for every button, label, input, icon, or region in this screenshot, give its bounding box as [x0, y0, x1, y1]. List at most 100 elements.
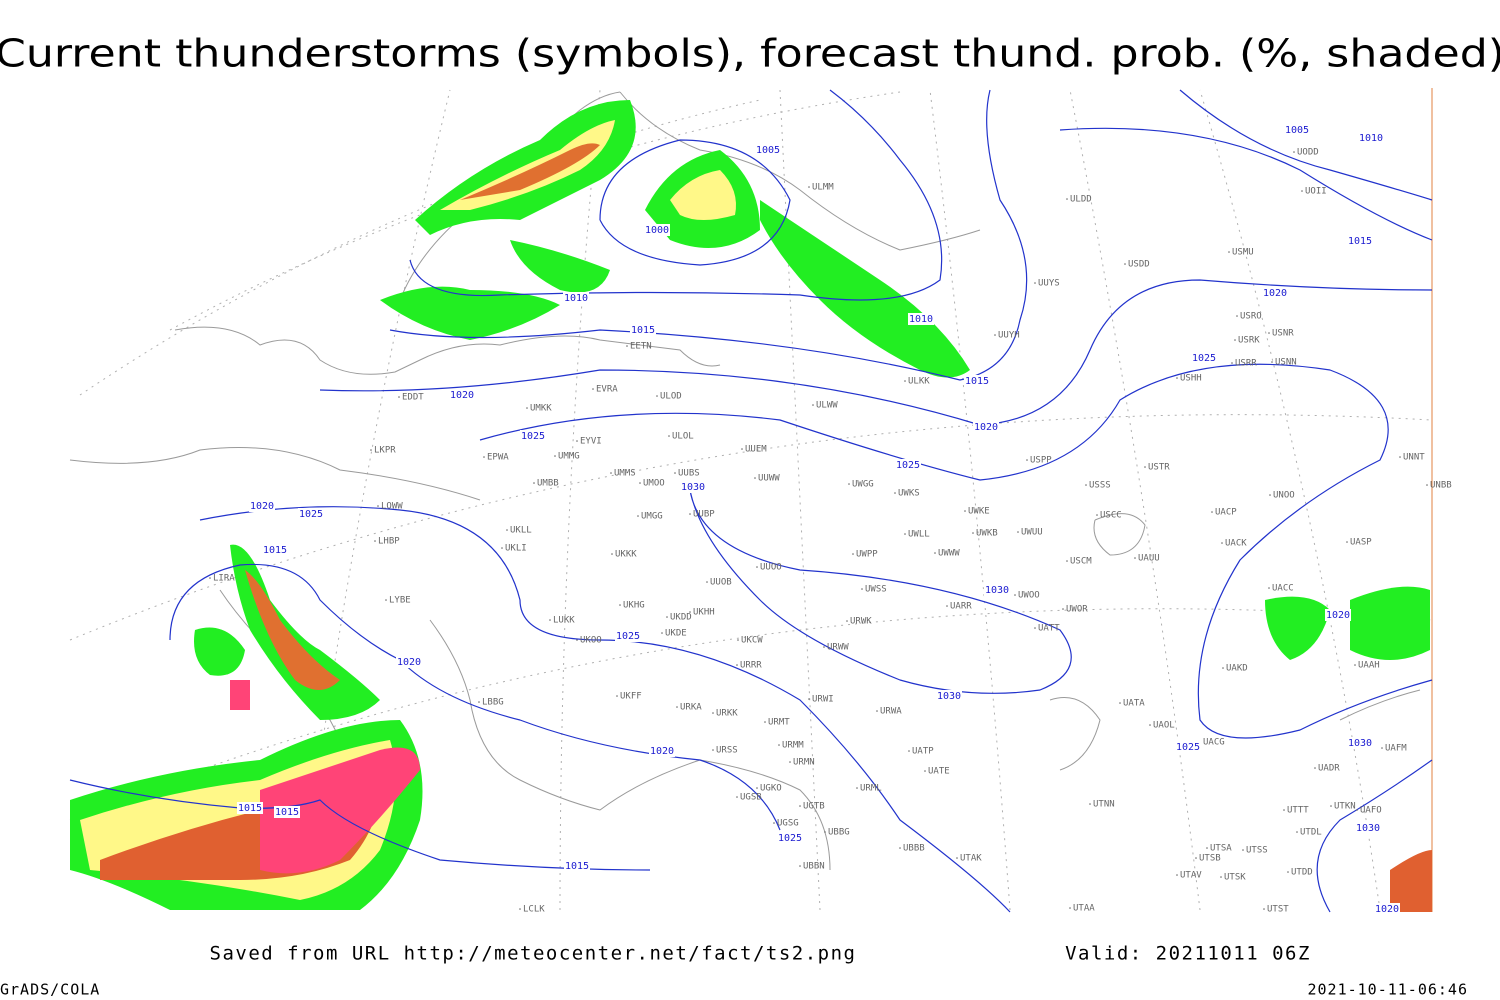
isobar-label-bg: [908, 313, 934, 325]
isobar-label: 1030: [985, 585, 1009, 596]
station-dot: [666, 616, 668, 618]
map-area: [68, 88, 1433, 913]
station-label: UACG: [1203, 738, 1225, 748]
station-label: UBBN: [803, 862, 825, 872]
map-title: Current thunderstorms (symbols), forecas…: [0, 32, 1500, 76]
station-dot: [676, 706, 678, 708]
station-label: USCC: [1100, 511, 1122, 521]
station-label: URMT: [768, 718, 790, 728]
isobar-label-bg: [1347, 737, 1373, 749]
isobar-label-bg: [1374, 903, 1400, 915]
station-label: ULOL: [672, 432, 694, 442]
software-credit: GrADS/COLA: [0, 981, 100, 999]
isobar-label-bg: [615, 630, 641, 642]
isobar-label: 1030: [1356, 823, 1380, 834]
station-label: UATA: [1123, 699, 1145, 709]
station-dot: [1206, 847, 1208, 849]
station-dot: [736, 796, 738, 798]
station-label: USPP: [1030, 456, 1052, 466]
station-label: LOWW: [381, 502, 403, 512]
valid-time: Valid: 20211011 06Z: [1065, 943, 1311, 965]
station-dot: [377, 505, 379, 507]
isobar-label-bg: [984, 584, 1010, 596]
isobar-label-bg: [1358, 132, 1384, 144]
station-label: UAUU: [1138, 554, 1160, 564]
station-label: UAKD: [1226, 664, 1248, 674]
station-label: EVRA: [596, 385, 618, 395]
isobar-label: 1020: [974, 422, 998, 433]
isobar-label-bg: [262, 544, 288, 556]
station-dot: [610, 472, 612, 474]
station-label: UKHH: [693, 608, 715, 618]
station-dot: [1242, 849, 1244, 851]
station-label: URML: [860, 784, 882, 794]
station-dot: [1287, 871, 1289, 873]
station-dot: [899, 847, 901, 849]
station-dot: [639, 482, 641, 484]
station-dot: [706, 581, 708, 583]
station-label: USTR: [1148, 463, 1170, 473]
station-dot: [972, 532, 974, 534]
station-label: UKOO: [580, 636, 602, 646]
isobar-label-bg: [630, 324, 656, 336]
station-label: UUOB: [710, 578, 732, 588]
station-dot: [619, 604, 621, 606]
station-label: USMU: [1232, 248, 1254, 258]
station-label: UGSG: [777, 819, 799, 829]
station-label: UATT: [1038, 624, 1060, 634]
station-label: URKK: [716, 709, 738, 719]
isobar-label-bg: [649, 745, 675, 757]
source-url: Saved from URL http://meteocenter.net/fa…: [210, 943, 857, 965]
isobar-label: 1015: [1348, 236, 1372, 247]
station-dot: [661, 632, 663, 634]
isobar-label: 1010: [909, 314, 933, 325]
station-dot: [483, 456, 485, 458]
station-label: URKA: [680, 703, 702, 713]
station-label: UUEM: [745, 445, 767, 455]
isobar-label-bg: [449, 389, 475, 401]
station-dot: [1356, 809, 1358, 811]
station-dot: [956, 857, 958, 859]
coastlines: [69, 91, 1421, 871]
station-dot: [1220, 876, 1222, 878]
station-dot: [1296, 831, 1298, 833]
station-label: ULWW: [816, 401, 838, 411]
station-label: UKLL: [510, 526, 532, 536]
station-label: UGKO: [760, 784, 782, 794]
station-label: URMN: [793, 758, 815, 768]
station-dot: [1271, 361, 1273, 363]
isobar-label-bg: [1191, 352, 1217, 364]
station-dot: [1176, 874, 1178, 876]
station-label: URWI: [812, 695, 834, 705]
station-label: UTTT: [1287, 806, 1309, 816]
station-label: USNN: [1275, 358, 1297, 368]
station-label: UTST: [1267, 905, 1289, 915]
station-label: UTSK: [1224, 873, 1246, 883]
isobar-label-bg: [777, 832, 803, 844]
station-label: LUKK: [553, 616, 575, 626]
station-dot: [856, 787, 858, 789]
isobar-label-bg: [936, 690, 962, 702]
isobar-label-bg: [644, 224, 670, 236]
station-dot: [808, 698, 810, 700]
isobar-label: 1025: [1176, 742, 1200, 753]
station-dot: [1314, 767, 1316, 769]
station-label: UAOL: [1153, 721, 1175, 731]
isobar-label: 1005: [756, 145, 780, 156]
station-label: UWKE: [968, 507, 990, 517]
station-label: URRR: [740, 661, 762, 671]
station-dot: [1014, 594, 1016, 596]
isobar-label-bg: [1325, 609, 1351, 621]
station-label: UKCW: [741, 636, 763, 646]
station-dot: [1330, 805, 1332, 807]
station-dot: [549, 619, 551, 621]
station-label: URWA: [880, 707, 902, 717]
isobar-label-bg: [520, 430, 546, 442]
station-dot: [1354, 664, 1356, 666]
station-label: UNBB: [1430, 481, 1452, 491]
station-label: USHH: [1180, 374, 1202, 384]
station-dot: [1144, 466, 1146, 468]
station-label: ULKK: [908, 377, 930, 387]
isobar-label-bg: [680, 481, 706, 493]
station-label: UTAK: [960, 854, 982, 864]
